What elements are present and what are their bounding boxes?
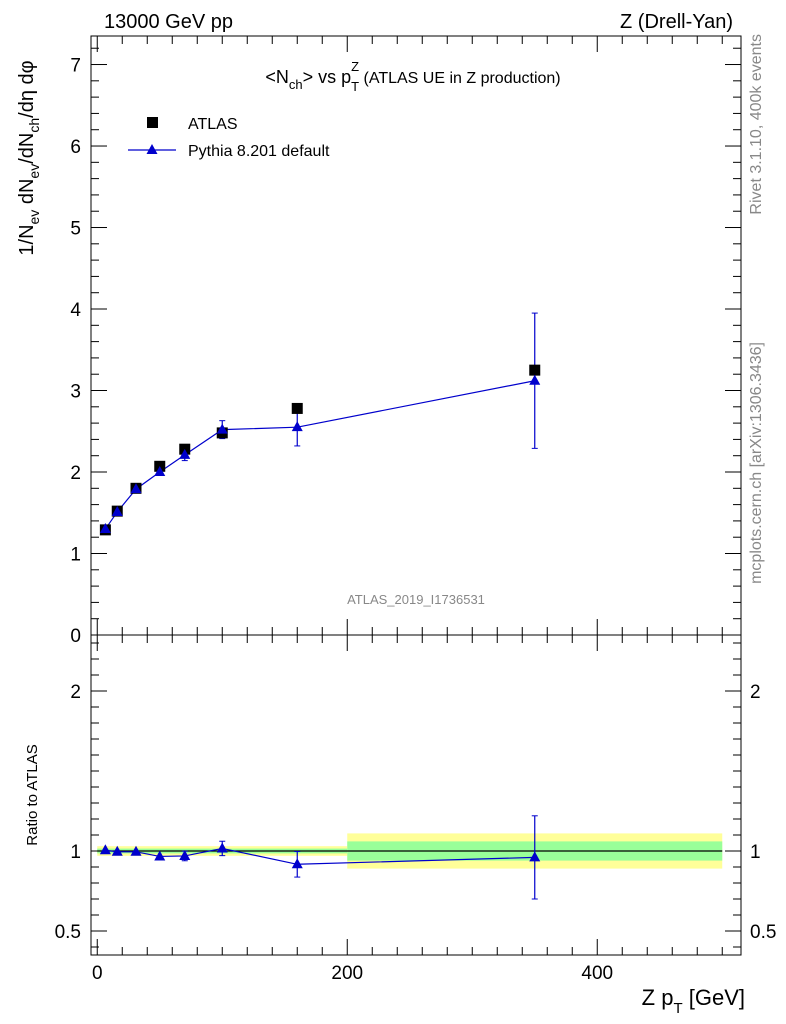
xlabel-sub-t: T (673, 1000, 682, 1017)
ratio-ytick-label: 1 (70, 842, 81, 863)
title-sup-z: Z (351, 59, 359, 74)
title-sub-ch: ch (289, 77, 303, 92)
analysis-id: ATLAS_2019_I1736531 (347, 592, 485, 607)
pythia-point (179, 448, 191, 459)
title-part-c: (ATLAS UE in Z production) (359, 70, 561, 87)
ratio-point (291, 858, 303, 869)
ratio-ytick-label-right: 1 (750, 842, 761, 863)
pythia-point (529, 374, 541, 385)
main-ytick-label: 6 (70, 137, 81, 158)
main-ytick-label: 4 (70, 300, 81, 321)
ratio-point (179, 849, 191, 860)
main-ytick-label: 5 (70, 219, 81, 240)
ratio-point (99, 844, 111, 855)
legend: ATLAS Pythia 8.201 default (128, 116, 330, 160)
pythia-point (130, 483, 142, 494)
main-ytick-label: 3 (70, 382, 81, 403)
atlas-point (291, 402, 303, 414)
ratio-point (154, 850, 166, 861)
ratio-point (529, 851, 541, 862)
pythia-point (291, 421, 303, 432)
main-ytick-label: 7 (70, 56, 81, 77)
ylabel-part-2: dN (16, 179, 38, 210)
ylabel-part-4: /dη dφ (16, 60, 38, 117)
ylabel-sub-ev2: ev (26, 164, 42, 179)
main-data-layer (99, 312, 541, 536)
x-tick-label: 200 (331, 963, 363, 984)
legend-marker-atlas (147, 117, 158, 128)
main-ytick-label: 0 (70, 626, 81, 647)
title-sub-t: T (351, 79, 359, 94)
title-part-b: > vs p (303, 67, 352, 87)
ylabel-sub-ch: ch (26, 118, 42, 133)
xlabel-part-b: [GeV] (683, 985, 745, 1010)
ratio-ytick-label-right: 2 (750, 682, 761, 703)
side-text-top: Rivet 3.1.10, 400k events (748, 34, 765, 215)
ylabel-part-1: 1/N (16, 224, 38, 255)
main-title: <Nch> vs pTZ (ATLAS UE in Z production) (265, 59, 560, 94)
ratio-ytick-label: 2 (70, 682, 81, 703)
main-ytick-label: 2 (70, 463, 81, 484)
xlabel-part-a: Z p (642, 985, 674, 1010)
x-axis-label: Z pT [GeV] (642, 985, 745, 1017)
side-text-bottom: mcplots.cern.ch [arXiv:1306.3436] (748, 342, 765, 584)
legend-marker-pythia (146, 144, 158, 154)
x-tick-label: 400 (581, 963, 613, 984)
pythia-line (104, 380, 535, 530)
pythia-point (111, 505, 123, 516)
pythia-point (154, 466, 166, 477)
ratio-ytick-label-right: 0.5 (750, 922, 776, 943)
header-left: 13000 GeV pp (104, 11, 233, 33)
ratio-point (111, 845, 123, 856)
ratio-point (130, 845, 142, 856)
main-ylabel: 1/Nev dNev/dNch/dη dφ (16, 60, 42, 255)
atlas-point (529, 364, 541, 376)
ratio-uncertainty-bands (97, 833, 723, 869)
ratio-axis-ticks: 0.5 0.5 1 1 2 2 0 200 400 (55, 635, 776, 984)
ratio-point (216, 842, 228, 853)
x-tick-label: 0 (92, 963, 103, 984)
ratio-panel: 0.5 0.5 1 1 2 2 0 200 400 Ratio to ATLAS Z pT [G… (24, 634, 776, 1017)
ylabel-sub-ev1: ev (26, 210, 42, 225)
title-part-a: <N (265, 67, 289, 87)
pythia-point (216, 423, 228, 434)
ratio-ylabel: Ratio to ATLAS (24, 744, 41, 845)
ratio-ytick-label: 0.5 (55, 922, 81, 943)
ratio-frame (90, 634, 742, 956)
main-axis-ticks: 0 1 2 3 4 5 6 7 (70, 36, 741, 647)
pythia-point (99, 523, 111, 534)
header-right: Z (Drell-Yan) (620, 11, 733, 33)
legend-label-pythia: Pythia 8.201 default (188, 143, 330, 160)
legend-label-atlas: ATLAS (188, 116, 238, 133)
ratio-data-layer (99, 815, 541, 900)
main-ytick-label: 1 (70, 545, 81, 566)
ylabel-part-3: /dN (16, 133, 38, 164)
